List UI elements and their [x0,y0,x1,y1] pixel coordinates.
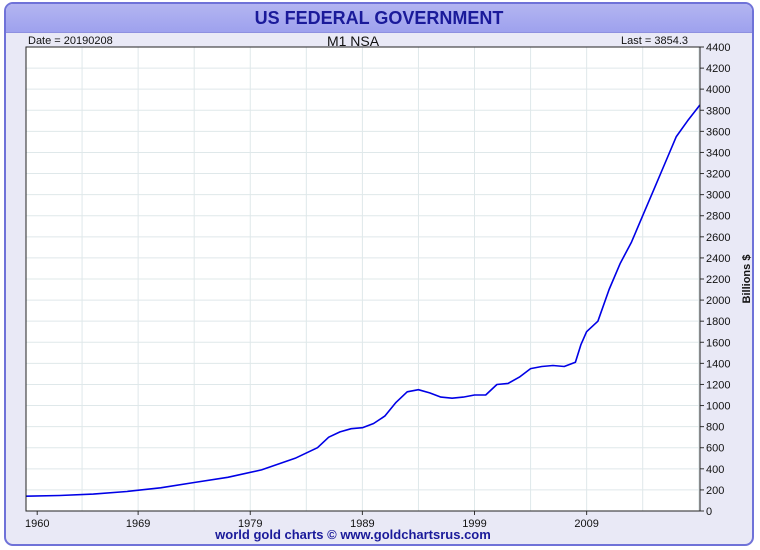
y-tick-label: 4000 [706,84,730,96]
page-title: US FEDERAL GOVERNMENT [254,8,504,28]
y-tick-label: 3000 [706,190,730,202]
x-tick-label: 2009 [574,518,598,530]
y-tick-label: 4400 [706,42,730,54]
y-tick-label: 800 [706,422,724,434]
x-tick-label: 1969 [126,518,150,530]
y-tick-label: 3600 [706,126,730,138]
y-tick-label: 4200 [706,63,730,75]
x-tick-label: 1989 [350,518,374,530]
y-tick-label: 2800 [706,211,730,223]
y-tick-label: 0 [706,506,712,518]
y-tick-label: 3800 [706,105,730,117]
y-tick-label: 2200 [706,274,730,286]
chart-title: M1 NSA [326,33,380,49]
chart-frame: US FEDERAL GOVERNMENT Date = 20190208 M1… [4,2,754,546]
y-tick-label: 3400 [706,147,730,159]
y-tick-label: 1800 [706,316,730,328]
y-tick-label: 1400 [706,358,730,370]
series-line-m1 [25,104,701,497]
y-tick-label: 1200 [706,379,730,391]
footer-credit: world gold charts © www.goldchartsrus.co… [215,527,491,542]
y-tick-label: 1600 [706,337,730,349]
last-value-label: Last = 3854.3 [621,35,688,47]
y-tick-label: 200 [706,485,724,497]
title-bar: US FEDERAL GOVERNMENT [6,4,752,33]
y-tick-label: 600 [706,443,724,455]
y-tick-label: 3200 [706,169,730,181]
y-axis-title: Billions $ [741,255,752,304]
x-tick-label: 1999 [462,518,486,530]
chart-plot: 0 200 400 600 800 1000 1200 1400 1600 1800 2000 220… [25,42,752,530]
plot-border [25,46,701,512]
y-tick-label: 2600 [706,232,730,244]
y-tick-label: 2400 [706,253,730,265]
y-tick-label: 1000 [706,401,730,413]
date-label: Date = 20190208 [28,35,113,47]
y-tick-label: 400 [706,464,724,476]
y-tick-label: 2000 [706,295,730,307]
x-tick-label: 1979 [238,518,262,530]
x-tick-label: 1960 [25,518,49,530]
